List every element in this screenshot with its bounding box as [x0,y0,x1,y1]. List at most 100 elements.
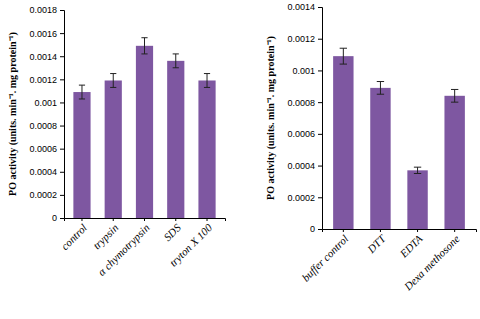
tick-label: 0.0016 [29,28,57,38]
error-stem [343,48,344,64]
y-tick: 0 [52,213,64,223]
tick-mark [380,229,381,232]
error-cap [451,89,458,90]
tick-label: buffer control [299,232,350,283]
tick-mark [60,33,64,34]
tick-label: 0.0012 [287,34,315,44]
error-cap [110,73,116,74]
y-tick: 0.001 [34,98,64,108]
tick-mark [318,166,322,167]
tick-label: 0.0012 [29,75,57,85]
y-tick: 0.001 [292,66,322,76]
tick-mark [417,229,418,232]
y-axis-title: PO activity (units. min⁻¹. mg protein⁻¹) [265,36,277,200]
error-cap [141,37,147,38]
bar [444,96,464,229]
tick-mark [318,39,322,40]
tick-label: 0.0008 [287,98,315,108]
error-cap [173,67,179,68]
error-cap [79,98,85,99]
tick-label: 0.0006 [29,144,57,154]
error-stem [81,85,82,99]
x-tick: trypsin [90,218,120,251]
tick-mark [113,218,114,221]
bar [136,46,153,218]
error-cap [204,87,210,88]
x-tick: DTT [364,229,388,256]
tick-mark [60,56,64,57]
y-tick: 0 [310,224,322,234]
tick-label: DTT [364,232,388,256]
tick-label: 0.0002 [287,193,315,203]
tick-mark [60,195,64,196]
error-cap [377,81,384,82]
y-tick: 0.0012 [29,75,64,85]
tick-label: SDS [161,221,183,243]
chart-panel: 00.00020.00040.00060.00080.0010.00120.00… [7,5,225,277]
error-cap [340,48,347,49]
tick-label: 0 [310,224,315,234]
tick-mark [318,134,322,135]
tick-label: 0 [52,213,57,223]
axis-line [323,230,477,233]
y-tick: 0.0018 [29,5,64,15]
error-stem [417,167,418,173]
error-cap [204,73,210,74]
error-bar [110,74,116,88]
x-tick: tryton X 100 [167,218,215,269]
tick-mark [318,102,322,103]
plot-area [73,38,215,218]
error-bar [204,74,210,88]
error-cap [173,53,179,54]
bar [167,61,184,218]
tick-label: 0.0018 [29,5,57,15]
tick-mark [318,70,322,71]
tick-label: Dexa methosone [401,232,462,293]
x-tick: buffer control [299,229,350,284]
y-tick: 0.0008 [287,98,322,108]
y-tick: 0.0004 [287,161,322,171]
x-tick: control [59,218,90,252]
error-bar [79,85,85,99]
x-tick: Dexa methosone [401,229,462,293]
x-tick: EDTA [397,229,425,260]
axis-line [60,11,65,219]
error-stem [454,89,455,102]
y-tick: 0.0016 [29,28,64,38]
tick-label: trypsin [90,221,120,251]
x-tick: SDS [161,218,183,243]
tick-label: 0.0002 [29,190,57,200]
bar [370,88,390,229]
tick-label: 0.001 [292,66,315,76]
error-stem [113,74,114,88]
error-cap [110,87,116,88]
bar [333,56,353,229]
tick-label: control [59,221,90,252]
tick-mark [60,218,64,219]
error-bar [377,82,384,95]
tick-mark [60,10,64,11]
tick-mark [318,197,322,198]
y-tick: 0.0006 [287,129,322,139]
tick-mark [60,172,64,173]
tick-mark [60,79,64,80]
error-bar [141,38,147,54]
tick-label: 0.0014 [287,2,315,12]
y-axis-title: PO activity (units. min⁻¹. mg protein⁻¹) [7,32,19,196]
tick-mark [454,229,455,232]
plot-area [333,48,465,229]
x-tick: α chymotrypsin [95,218,152,278]
y-axis: 0 0.0002 0.0004 0.0006 0.0008 0.001 0.0012 0.00… [287,2,322,234]
y-tick: 0.0008 [29,121,64,131]
error-cap [79,85,85,86]
axis-line [318,8,323,230]
x-axis: controltrypsinα chymotrypsin SDStryton X … [59,218,226,278]
tick-mark [175,218,176,221]
axis-line [65,219,226,222]
x-axis: buffer control DTT EDTADexa methosone [299,229,476,293]
error-cap [377,94,384,95]
error-bar [340,48,347,64]
tick-label: EDTA [397,232,425,260]
y-tick: 0.0014 [287,2,322,12]
error-bar [451,89,458,102]
